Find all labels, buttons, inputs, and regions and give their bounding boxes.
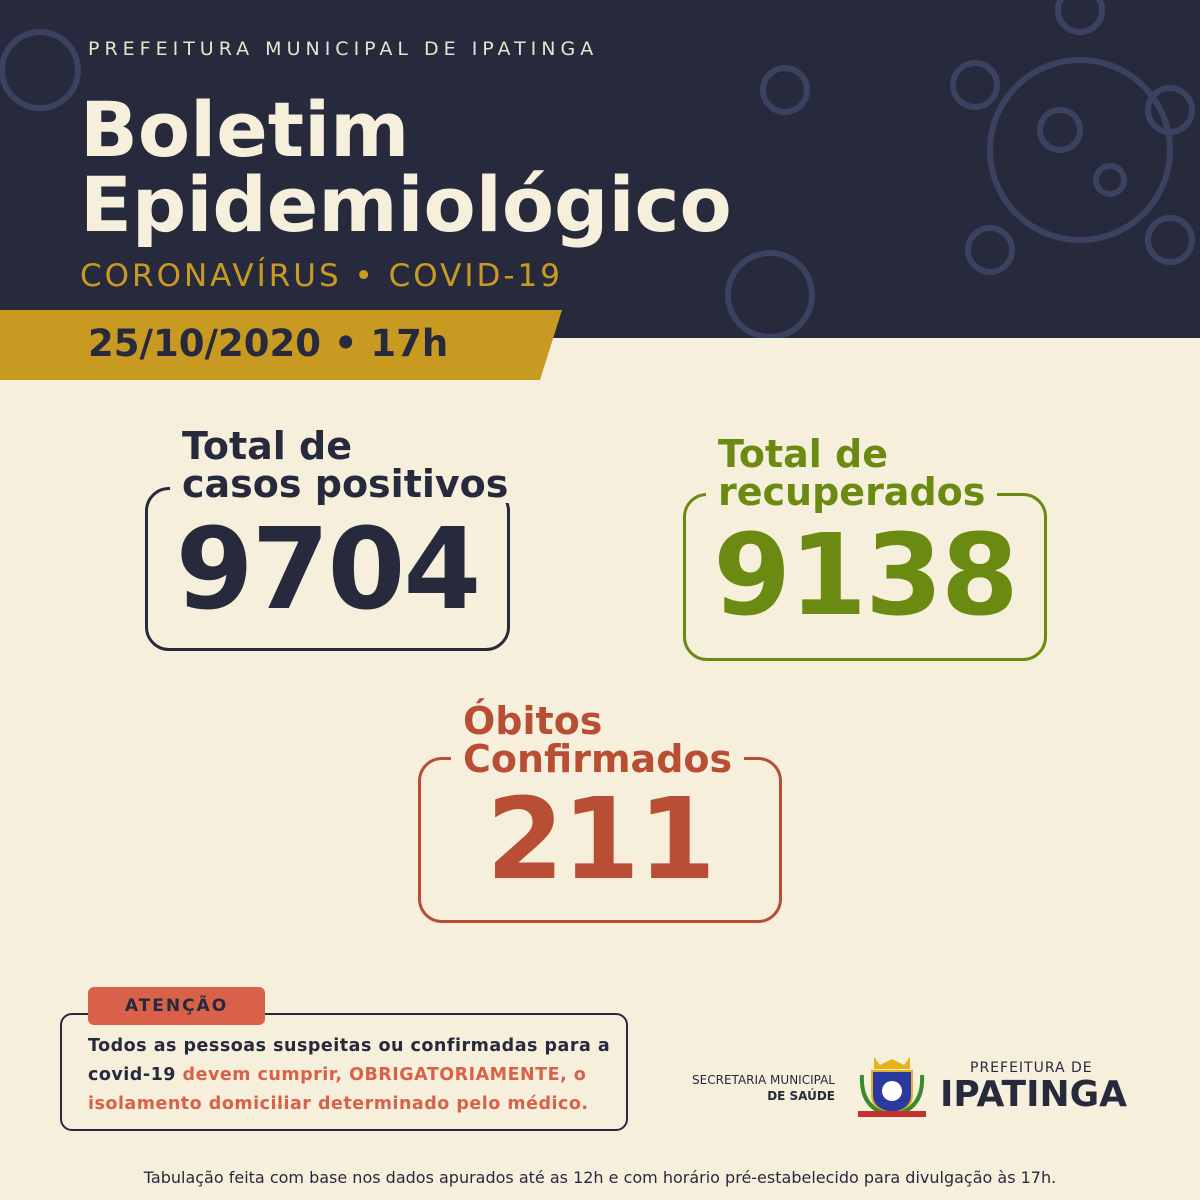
card: 9704: [145, 487, 510, 651]
text: Todos as pessoas suspeitas ou confirmada…: [88, 1036, 611, 1085]
label-line: recuperados: [706, 473, 998, 511]
coat-of-arms: [858, 1057, 926, 1118]
logo-text: IPATINGA: [940, 1074, 1128, 1115]
title: Epidemiológico: [80, 160, 732, 249]
attention-tag: ATENÇÃO: [88, 987, 265, 1025]
attention-box: [60, 1013, 628, 1131]
card-label: Óbitos Confirmados: [451, 702, 745, 778]
logo-text: DE SAÚDE: [767, 1089, 835, 1103]
subtitle: CORONAVÍRUS • COVID-19: [80, 258, 564, 294]
date-banner: [0, 310, 562, 380]
card-value: 211: [486, 775, 716, 905]
prefeitura-logo: PREFEITURA DE IPATINGA: [940, 1060, 1127, 1114]
label-line: Total de: [706, 435, 901, 473]
highlight: devem cumprir, OBRIGATORIAMENTE, o isola…: [88, 1065, 589, 1114]
date: 25/10/2020 • 17h: [88, 322, 449, 365]
logo-text: SECRETARIA MUNICIPAL: [692, 1073, 835, 1087]
label-line: casos positivos: [170, 465, 521, 503]
label-line: Óbitos: [451, 702, 615, 740]
card-label: Total de recuperados: [706, 435, 998, 511]
label-line: Confirmados: [451, 740, 745, 778]
virus-decoration: [0, 0, 1195, 338]
org-name: PREFEITURA MUNICIPAL DE IPATINGA: [88, 38, 599, 60]
secretaria-logo: SECRETARIA MUNICIPAL DE SAÚDE: [690, 1072, 835, 1104]
label-line: Total de: [170, 427, 365, 465]
card: 211: [418, 757, 782, 923]
footer-note: Tabulação feita com base nos dados apura…: [143, 1168, 1057, 1187]
card-value: 9138: [713, 511, 1019, 641]
card: 9138: [683, 493, 1047, 661]
card-label: Total de casos positivos: [170, 427, 521, 503]
attention-text: Todos as pessoas suspeitas ou confirmada…: [88, 1032, 618, 1119]
header-band: [0, 0, 1200, 338]
card-value: 9704: [175, 505, 482, 635]
logo-text: PREFEITURA DE: [970, 1060, 1093, 1076]
title: Boletim: [80, 85, 410, 174]
